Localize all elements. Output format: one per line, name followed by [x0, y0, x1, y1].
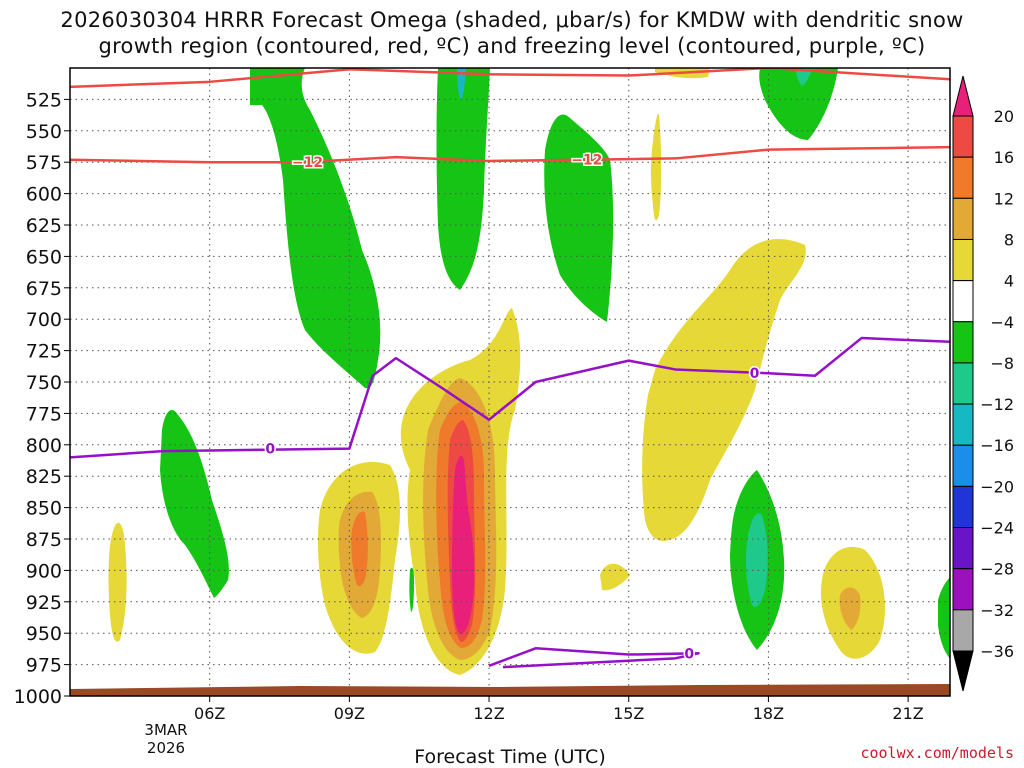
omega-region-orange-20z — [839, 587, 861, 630]
x-axis-title: Forecast Time (UTC) — [414, 746, 605, 768]
x-tick-label: 15Z — [613, 704, 644, 723]
omega-region-yellow-16z-plume — [642, 239, 806, 541]
contour-dgz-upper — [70, 68, 950, 89]
omega-region-magenta-core — [452, 455, 475, 635]
colorbar-bin — [952, 568, 974, 611]
colorbar-label: −24 — [980, 519, 1014, 538]
colorbar-bottom-arrow — [952, 650, 974, 692]
colorbar-label: −8 — [990, 354, 1014, 373]
omega-region-yellow-05z — [108, 522, 127, 642]
omega-region-green-15z — [544, 114, 614, 322]
omega-region-green-08z — [250, 68, 381, 389]
chart-title-line1: 2026030304 HRRR Forecast Omega (shaded, … — [60, 8, 964, 32]
colorbar-bin — [952, 115, 974, 158]
x-tick-label: 09Z — [334, 704, 365, 723]
colorbar-label: 20 — [994, 107, 1014, 126]
y-tick-label: 950 — [26, 623, 62, 645]
colorbar-top-arrow — [952, 75, 974, 117]
y-tick-label: 525 — [26, 89, 62, 111]
chart-title-line2: growth region (contoured, red, ºC) and f… — [98, 34, 926, 58]
colorbar-bin — [952, 485, 974, 529]
y-tick-label: 850 — [26, 498, 62, 520]
contour-label: −12 — [571, 153, 602, 169]
omega-region-yellow-16z-streak — [650, 113, 662, 221]
omega-region-yellow-15z-blob — [600, 563, 630, 591]
colorbar-label: −32 — [980, 601, 1014, 620]
grid-lines — [70, 68, 950, 696]
colorbar-bin — [952, 280, 974, 323]
omega-shading — [108, 68, 950, 675]
colorbar-label: 4 — [1004, 272, 1014, 291]
colorbar-bin — [952, 321, 974, 364]
colorbar-bin — [952, 362, 974, 405]
x-tick-label: 06Z — [194, 704, 225, 723]
x-tick-label: 18Z — [753, 704, 784, 723]
colorbar-bin — [952, 609, 974, 652]
colorbar-bin — [952, 156, 974, 199]
y-tick-label: 800 — [26, 435, 62, 457]
y-tick-label: 900 — [26, 560, 62, 582]
omega-region-green-06z — [160, 410, 229, 598]
x-tick-label: 21Z — [892, 704, 923, 723]
y-tick-label: 925 — [26, 592, 62, 614]
omega-region-green-19z — [759, 68, 838, 140]
omega-region-cyan-18z — [745, 513, 768, 607]
y-tick-label: 650 — [26, 246, 62, 268]
y-tick-label: 825 — [26, 466, 62, 488]
contour-label: 0 — [684, 646, 694, 662]
y-tick-label: 1000 — [14, 686, 62, 708]
colorbar-bin — [952, 444, 974, 487]
colorbar-bin — [952, 527, 974, 570]
y-tick-label: 725 — [26, 341, 62, 363]
date-label-year: 2026 — [147, 739, 185, 757]
contour-label: −12 — [292, 155, 323, 171]
y-tick-label: 875 — [26, 529, 62, 551]
colorbar-label: −4 — [990, 313, 1014, 332]
colorbar-label: −36 — [980, 642, 1014, 661]
ground-surface — [70, 684, 950, 696]
y-tick-label: 625 — [26, 215, 62, 237]
colorbar-label: 8 — [1004, 230, 1014, 249]
omega-region-cyan-19z — [796, 68, 812, 86]
y-tick-label: 750 — [26, 372, 62, 394]
omega-region-orange-10z-core — [351, 511, 368, 587]
colorbar-bin — [952, 238, 974, 282]
colorbar-label: −12 — [980, 395, 1014, 414]
contour-label: 0 — [750, 366, 760, 382]
x-tick-label: 12Z — [473, 704, 504, 723]
omega-region-green-11z-sliver — [409, 567, 414, 612]
y-tick-label: 550 — [26, 121, 62, 143]
colorbar-label: −16 — [980, 436, 1014, 455]
y-tick-label: 600 — [26, 184, 62, 206]
omega-region-green-12z — [436, 68, 490, 290]
y-tick-label: 700 — [26, 309, 62, 331]
contour-label: 0 — [265, 442, 275, 458]
colorbar: 20 16 12 8 4 −4 −8 −12 −16 −20 −24 −28 −32 −36 — [952, 75, 1014, 692]
date-label-month: 3MAR — [144, 721, 187, 739]
contour-freezing-level-sfc — [488, 647, 700, 669]
colorbar-bin — [952, 403, 974, 446]
y-tick-label: 575 — [26, 152, 62, 174]
x-axis: 06Z 09Z 12Z 15Z 18Z 21Z — [194, 696, 924, 723]
omega-region-green-22z — [938, 577, 950, 659]
colorbar-label: 12 — [994, 189, 1014, 208]
contour-dgz-lower — [70, 145, 950, 164]
colorbar-bin — [952, 197, 974, 240]
colorbar-label: 16 — [994, 148, 1014, 167]
colorbar-label: −20 — [980, 477, 1014, 496]
y-tick-label: 775 — [26, 403, 62, 425]
y-axis: 525 550 575 600 625 650 675 700 725 750 775 800 825 8… — [14, 89, 70, 708]
colorbar-label: −28 — [980, 560, 1014, 579]
y-tick-label: 675 — [26, 278, 62, 300]
y-tick-label: 975 — [26, 655, 62, 677]
omega-region-cyan-12z — [457, 68, 466, 100]
contour-freezing-level — [70, 336, 950, 459]
credit-text: coolwx.com/models — [860, 744, 1014, 762]
temperature-contours: −12 −12 0 0 0 — [70, 68, 950, 669]
